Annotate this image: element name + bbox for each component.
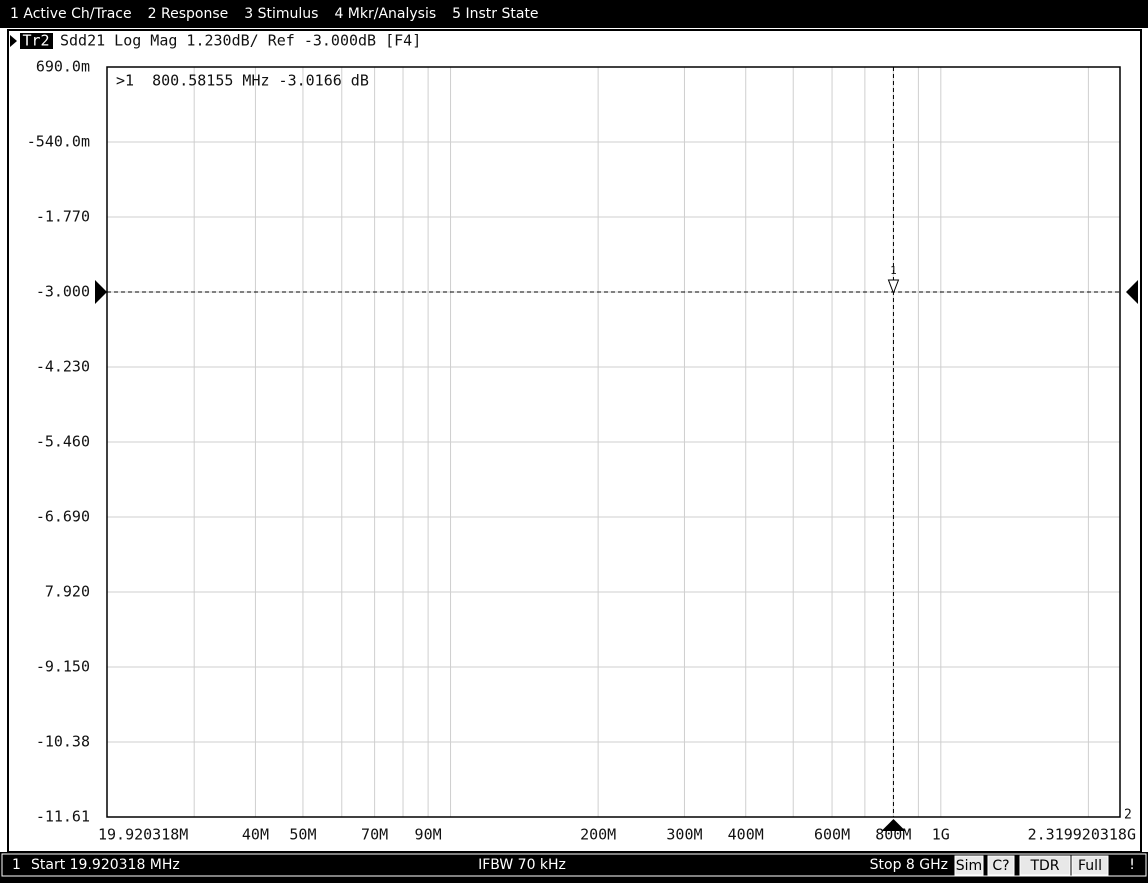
channel-number: 1: [12, 857, 21, 873]
y-tick-label: -3.000: [36, 283, 90, 301]
x-tick-label: 19.920318M: [98, 826, 188, 844]
status-button-label[interactable]: Full: [1078, 858, 1102, 874]
plot-border: [106, 66, 1121, 818]
x-tick-label: 90M: [415, 826, 442, 844]
status-frame: [1, 853, 1147, 877]
ifbw[interactable]: IFBW 70 kHz: [478, 857, 566, 873]
x-tick-label: 600M: [814, 826, 850, 844]
marker-stimulus-arrow: [881, 819, 906, 831]
active-trace-arrow: [10, 35, 17, 47]
trace-number: 2: [1124, 808, 1132, 823]
y-tick-label: -10.38: [36, 733, 90, 751]
menu-item[interactable]: 1 Active Ch/Trace: [10, 6, 132, 22]
ref-marker-right: [1126, 280, 1138, 304]
marker-symbol: [887, 279, 900, 295]
menu-item[interactable]: 4 Mkr/Analysis: [334, 6, 436, 22]
status-button[interactable]: [954, 855, 984, 876]
status-button[interactable]: [1019, 855, 1071, 876]
trace-tag-bg: [20, 33, 53, 49]
y-tick-label: -1.770: [36, 208, 90, 226]
y-tick-label: -6.690: [36, 508, 90, 526]
y-tick-label: -9.150: [36, 658, 90, 676]
x-tick-label: 2.319920318G: [1028, 826, 1136, 844]
start-frequency[interactable]: Start 19.920318 MHz: [31, 857, 180, 873]
y-tick-label: 7.920: [45, 583, 90, 601]
x-tick-label: 70M: [361, 826, 388, 844]
menu-bar: [0, 0, 1148, 28]
marker-label: 1: [890, 264, 897, 277]
x-tick-label: 300M: [666, 826, 702, 844]
marker-readout: >1 800.58155 MHz -3.0166 dB: [116, 72, 369, 90]
ref-marker-left: [95, 280, 107, 304]
window-frame: [7, 29, 1142, 853]
status-button-label[interactable]: C?: [992, 858, 1009, 874]
x-tick-label: 1G: [932, 826, 950, 844]
y-tick-label: 690.0m: [36, 58, 90, 76]
y-tick-label: -4.230: [36, 358, 90, 376]
x-tick-label: 400M: [728, 826, 764, 844]
status-button[interactable]: [987, 855, 1015, 876]
menu-item[interactable]: 2 Response: [148, 6, 229, 22]
trace-tag: Tr2: [22, 32, 49, 50]
y-tick-label: -540.0m: [27, 133, 90, 151]
status-button[interactable]: [1071, 855, 1109, 876]
x-tick-label: 40M: [242, 826, 269, 844]
status-button-label[interactable]: Sim: [956, 858, 982, 874]
alert-indicator: !: [1129, 857, 1135, 873]
stop-frequency[interactable]: Stop 8 GHz: [870, 857, 948, 873]
x-tick-label: 200M: [580, 826, 616, 844]
status-button-label[interactable]: TDR: [1029, 858, 1059, 874]
menu-item[interactable]: 3 Stimulus: [244, 6, 318, 22]
x-tick-label: 50M: [289, 826, 316, 844]
y-tick-label: -5.460: [36, 433, 90, 451]
trace-header: Sdd21 Log Mag 1.230dB/ Ref -3.000dB [F4]: [60, 32, 421, 50]
y-tick-label: -11.61: [36, 808, 90, 826]
menu-item[interactable]: 5 Instr State: [452, 6, 538, 22]
